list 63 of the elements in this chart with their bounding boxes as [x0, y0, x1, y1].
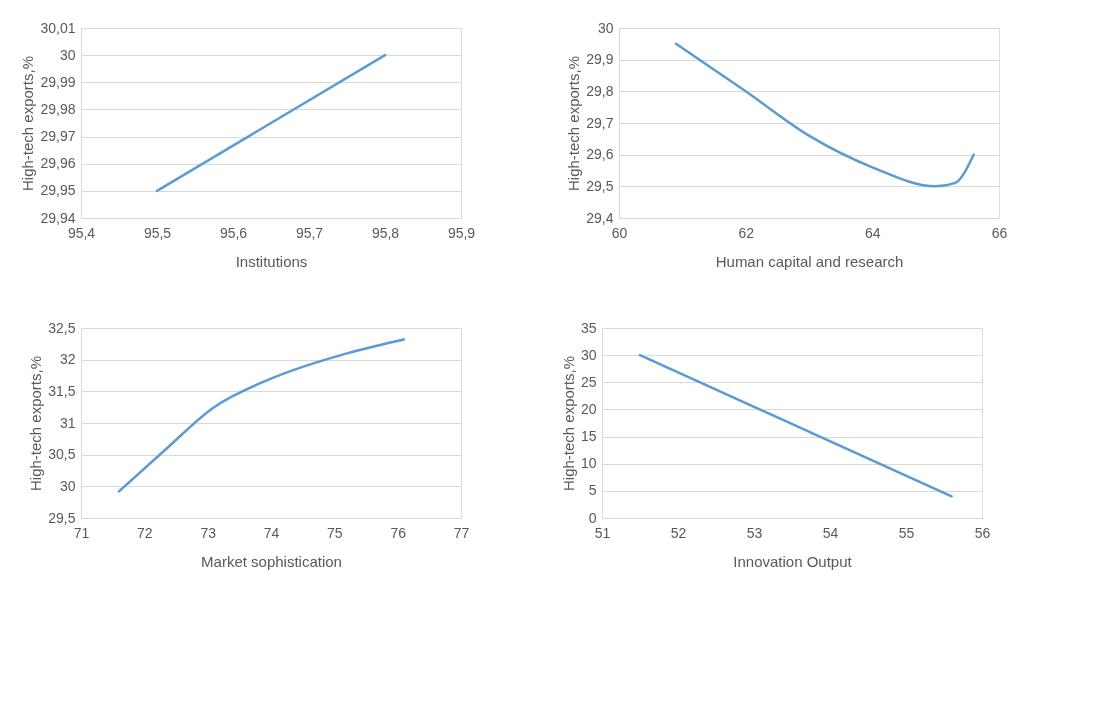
y-tick-label: 29,5 [48, 509, 76, 526]
y-tick-label: 32,5 [48, 319, 76, 336]
y-tick-label: 29,97 [40, 128, 76, 145]
x-tick-label: 95,7 [295, 224, 324, 241]
x-axis-title: Market sophistication [201, 552, 342, 570]
x-tick-label: 73 [200, 524, 217, 541]
x-axis-title: Institutions [235, 252, 308, 270]
y-tick-label: 30 [597, 19, 614, 36]
y-tick-label: 29,96 [40, 155, 76, 172]
y-tick-label: 29,4 [586, 209, 614, 226]
y-axis-title: High-tech exports,% [27, 355, 45, 492]
x-axis-title: Human capital and research [715, 252, 904, 270]
line-series [117, 338, 406, 493]
y-tick-label: 29,8 [586, 82, 614, 99]
x-tick-label: 95,4 [67, 224, 96, 241]
y-tick-label: 32 [59, 351, 76, 368]
x-tick-label: 95,6 [219, 224, 248, 241]
x-tick-label: 54 [822, 524, 839, 541]
x-tick-label: 66 [991, 224, 1008, 241]
x-axis-title: Innovation Output [733, 552, 853, 570]
x-tick-label: 76 [390, 524, 407, 541]
y-tick-label: 29,5 [586, 177, 614, 194]
y-tick-label: 25 [580, 373, 597, 390]
x-tick-label: 53 [746, 524, 763, 541]
x-tick-label: 74 [263, 524, 280, 541]
x-tick-label: 62 [738, 224, 755, 241]
y-tick-label: 30 [580, 346, 597, 363]
x-tick-label: 95,5 [143, 224, 172, 241]
x-tick-label: 72 [137, 524, 153, 541]
y-tick-label: 5 [588, 482, 597, 499]
y-tick-label: 0 [588, 509, 597, 526]
y-tick-label: 10 [580, 455, 597, 472]
x-tick-label: 75 [327, 524, 343, 541]
x-tick-label: 64 [865, 224, 881, 241]
y-tick-label: 15 [580, 428, 597, 445]
y-tick-label: 31,5 [48, 382, 76, 399]
y-tick-label: 29,98 [40, 100, 76, 117]
y-tick-label: 29,6 [586, 146, 614, 163]
x-tick-label: 95,8 [371, 224, 400, 241]
y-tick-label: 29,94 [40, 209, 76, 226]
y-tick-label: 20 [580, 400, 597, 417]
y-tick-label: 30,01 [40, 19, 76, 36]
y-tick-label: 30 [59, 46, 76, 63]
x-tick-label: 95,9 [447, 224, 476, 241]
x-tick-label: 56 [974, 524, 991, 541]
y-tick-label: 31 [59, 414, 76, 431]
y-tick-label: 29,7 [586, 114, 614, 131]
y-tick-label: 30,5 [48, 446, 76, 463]
y-tick-label: 30 [59, 477, 76, 494]
y-axis-title: High-tech exports,% [565, 55, 583, 192]
x-tick-label: 55 [898, 524, 915, 541]
line-series [674, 42, 975, 188]
y-tick-label: 29,9 [586, 51, 614, 68]
x-tick-label: 52 [670, 524, 687, 541]
y-axis-title: High-tech exports,% [559, 355, 577, 492]
y-axis-title: High-tech exports,% [19, 55, 37, 192]
x-tick-label: 51 [594, 524, 611, 541]
x-tick-label: 77 [453, 524, 470, 541]
y-tick-label: 35 [580, 319, 597, 336]
x-tick-label: 60 [611, 224, 628, 241]
y-tick-label: 29,95 [40, 182, 76, 199]
y-tick-label: 29,99 [40, 73, 76, 90]
x-tick-label: 71 [73, 524, 90, 541]
